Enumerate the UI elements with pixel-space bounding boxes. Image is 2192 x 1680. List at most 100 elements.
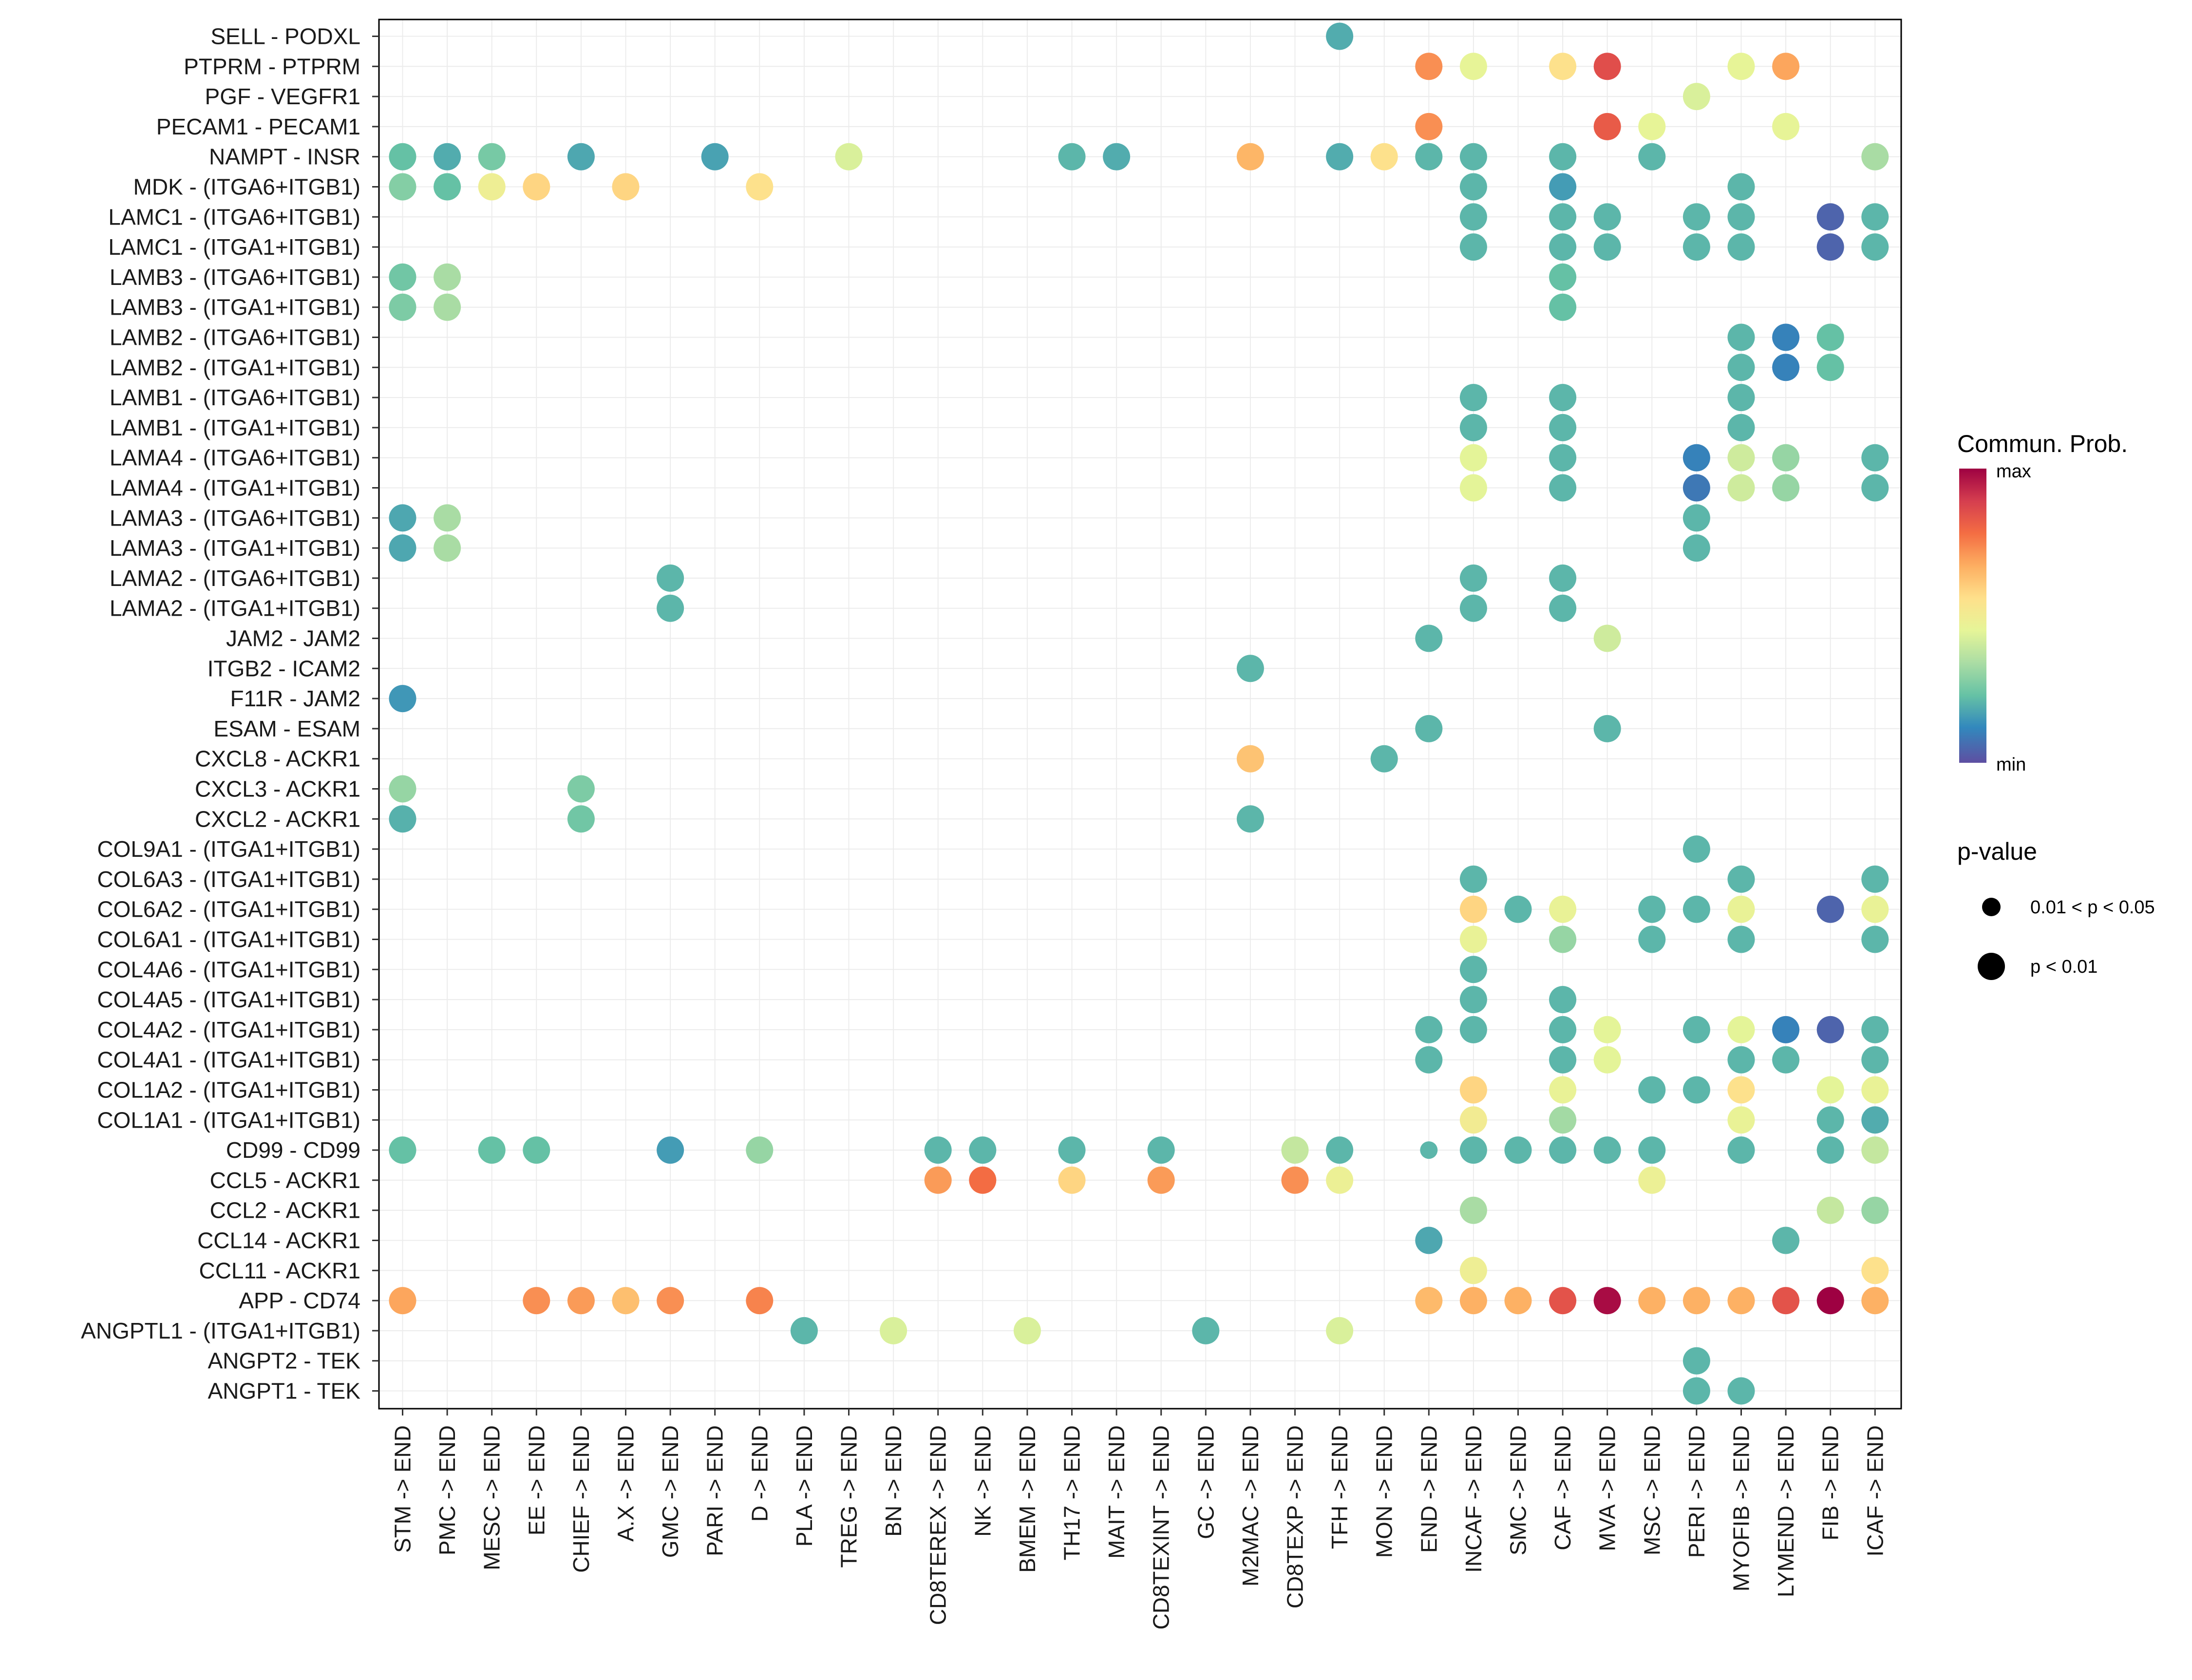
colorbar-min-label: min [1996,755,2026,775]
data-point [746,173,774,201]
data-point [1549,233,1577,261]
data-point [1861,444,1889,472]
x-tick-label: MESC -> END [479,1425,505,1570]
data-point [969,1136,997,1164]
x-tick-label: SMC -> END [1506,1425,1531,1555]
data-point [1549,1106,1577,1134]
data-point [1816,1287,1844,1315]
y-tick-label: CCL5 - ACKR1 [210,1168,360,1193]
data-point [1638,1287,1666,1315]
colorbar-max-label: max [1996,461,2031,482]
y-tick-label: CXCL3 - ACKR1 [195,776,360,802]
x-tick-label: FIB -> END [1818,1425,1843,1540]
data-point [1549,143,1577,170]
y-axis: SELL - PODXL PTPRM - PTPRM PGF - VEGFR1 PEC… [81,24,379,1404]
data-point [1772,1016,1800,1043]
data-point [1593,715,1621,742]
data-point [1638,895,1666,923]
data-point [1727,925,1755,953]
data-point [1192,1317,1220,1344]
x-tick-label: D -> END [747,1425,772,1522]
data-point [1549,474,1577,502]
data-point [701,143,729,170]
y-tick-label: CCL14 - ACKR1 [197,1228,360,1253]
data-point [1549,1076,1577,1104]
data-point [1727,1377,1755,1405]
x-tick-label: CHIEF -> END [568,1425,594,1573]
x-tick-label: TH17 -> END [1059,1425,1085,1560]
data-point [1727,384,1755,412]
data-point [1682,1016,1710,1043]
data-point [1058,143,1086,170]
data-point [567,1287,595,1315]
data-point [1459,1136,1487,1164]
data-point [1682,1347,1710,1375]
data-point [746,1287,774,1315]
data-point [1593,1287,1621,1315]
x-tick-label: BMEM -> END [1015,1425,1040,1573]
data-point [1326,1166,1354,1194]
data-point [389,1136,416,1164]
data-point [1638,143,1666,170]
x-tick-label: MSC -> END [1639,1425,1664,1555]
data-point [835,143,863,170]
y-tick-label: LAMA4 - (ITGA6+ITGB1) [110,445,360,471]
data-point [1415,53,1443,80]
data-point [1861,865,1889,893]
y-tick-label: ANGPTL1 - (ITGA1+ITGB1) [81,1318,360,1343]
data-point [1861,474,1889,502]
size-legend-title: p-value [1957,838,2037,865]
data-point [1727,323,1755,351]
data-point [478,143,506,170]
y-tick-label: COL9A1 - (ITGA1+ITGB1) [97,836,360,862]
y-tick-label: LAMA3 - (ITGA1+ITGB1) [110,535,360,561]
y-tick-label: CXCL2 - ACKR1 [195,806,360,831]
y-tick-label: CD99 - CD99 [226,1137,360,1163]
color-legend: Commun. Prob. max min [1957,430,2128,775]
data-point [657,1287,684,1315]
data-point [1861,1046,1889,1074]
data-point [1682,203,1710,231]
data-point [1549,986,1577,1014]
data-point [1549,293,1577,321]
y-tick-label: COL4A1 - (ITGA1+ITGB1) [97,1047,360,1073]
data-point [1638,925,1666,953]
data-point [1816,354,1844,381]
data-point [1682,895,1710,923]
data-point [1459,956,1487,983]
y-tick-label: COL6A3 - (ITGA1+ITGB1) [97,867,360,892]
data-point [1415,1046,1443,1074]
y-tick-label: COL6A1 - (ITGA1+ITGB1) [97,927,360,952]
data-point [1549,1287,1577,1315]
data-point [1816,895,1844,923]
data-point [1549,895,1577,923]
data-point [1415,143,1443,170]
y-tick-label: ANGPT1 - TEK [208,1378,360,1404]
data-point [1415,624,1443,652]
data-point [567,805,595,833]
data-point [434,143,461,170]
data-point [1326,1136,1354,1164]
data-point [1459,1287,1487,1315]
data-point [1727,173,1755,201]
data-point [1549,414,1577,441]
data-point [1727,53,1755,80]
data-point [1727,895,1755,923]
x-tick-label: GMC -> END [658,1425,683,1558]
y-tick-label: ITGB2 - ICAM2 [208,656,360,681]
x-tick-label: TFH -> END [1327,1425,1352,1549]
data-point [1727,354,1755,381]
data-point [1147,1166,1175,1194]
data-point [657,594,684,622]
data-point [1504,1136,1532,1164]
data-point [1727,1076,1755,1104]
x-tick-label: CD8TEXP -> END [1283,1425,1308,1608]
x-tick-label: END -> END [1416,1425,1441,1553]
data-point [1420,1141,1438,1159]
data-point [1682,504,1710,532]
y-tick-label: CXCL8 - ACKR1 [195,746,360,772]
data-point [523,173,550,201]
data-point [1549,53,1577,80]
data-point [389,775,416,803]
data-point [389,143,416,170]
